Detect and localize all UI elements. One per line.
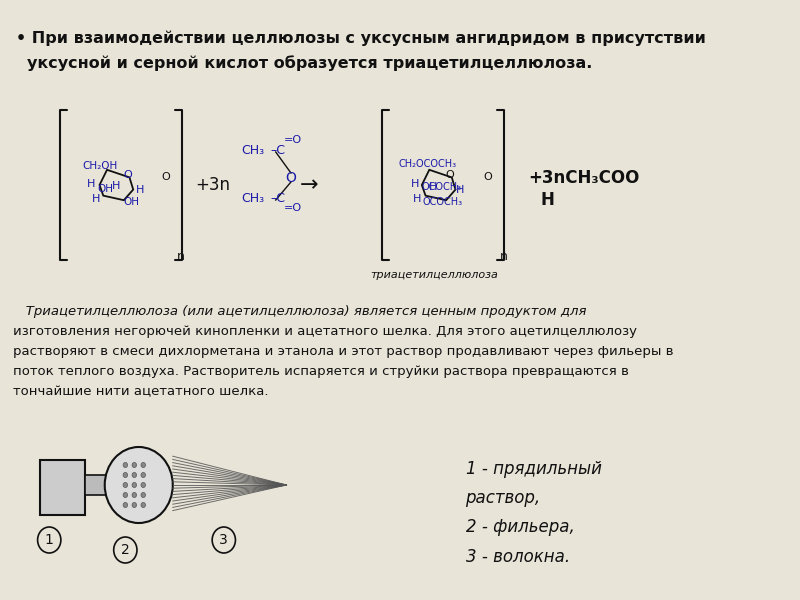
Text: изготовления негорючей кинопленки и ацетатного шелка. Для этого ацетилцеллюлозу: изготовления негорючей кинопленки и ацет… [14,325,638,338]
Text: n: n [178,251,185,263]
Text: =O: =O [284,135,302,145]
Circle shape [38,527,61,553]
Text: H: H [92,194,100,203]
Circle shape [141,473,146,478]
Text: поток теплого воздуха. Растворитель испаряется и струйки раствора превращаются в: поток теплого воздуха. Растворитель испа… [14,365,630,378]
Text: H: H [456,185,464,194]
Text: =O: =O [284,203,302,213]
Circle shape [141,493,146,497]
Circle shape [114,537,137,563]
Text: • При взаимодействии целлюлозы с уксусным ангидридом в присутствии: • При взаимодействии целлюлозы с уксусны… [16,30,706,46]
Circle shape [141,463,146,467]
Text: H: H [136,185,145,194]
Circle shape [123,482,127,487]
Text: CH₃: CH₃ [242,143,265,157]
Circle shape [212,527,235,553]
Text: n: n [499,251,507,263]
Circle shape [132,482,137,487]
Text: O: O [286,171,296,185]
Text: +3n: +3n [195,176,230,194]
Circle shape [123,503,127,508]
Text: растворяют в смеси дихлорметана и этанола и этот раствор продавливают через филь: растворяют в смеси дихлорметана и этанол… [14,345,674,358]
Text: O: O [483,172,492,182]
Text: O: O [162,172,170,182]
Text: →: → [299,175,318,195]
Text: OH: OH [97,184,113,194]
Circle shape [132,463,137,467]
Circle shape [132,503,137,508]
Text: O: O [123,170,132,181]
Circle shape [141,503,146,508]
Text: 1: 1 [45,533,54,547]
Circle shape [123,473,127,478]
Text: +3nCH₃COO: +3nCH₃COO [528,169,639,187]
Text: –C: –C [270,143,286,157]
Text: CH₃: CH₃ [242,191,265,205]
Text: H: H [410,179,419,189]
Text: тончайшие нити ацетатного шелка.: тончайшие нити ацетатного шелка. [14,385,269,398]
Text: OCOCH₃: OCOCH₃ [422,197,462,208]
Text: триацетилцеллюлоза: триацетилцеллюлоза [370,270,498,280]
Text: 1 - прядильный
раствор,
2 - фильера,
3 - волокна.: 1 - прядильный раствор, 2 - фильера, 3 -… [466,460,602,566]
Circle shape [132,493,137,497]
Circle shape [141,482,146,487]
Text: O: O [446,170,454,181]
Text: H: H [541,191,554,209]
Text: H: H [86,179,94,189]
Text: Триацетилцеллюлоза (или ацетилцеллюлоза) является ценным продуктом для: Триацетилцеллюлоза (или ацетилцеллюлоза)… [14,305,587,318]
FancyBboxPatch shape [85,475,112,495]
Text: уксусной и серной кислот образуется триацетилцеллюлоза.: уксусной и серной кислот образуется триа… [27,55,592,71]
FancyBboxPatch shape [40,460,85,515]
Circle shape [105,447,173,523]
Text: OCOCH₃: OCOCH₃ [422,182,462,192]
Text: H: H [429,182,438,192]
Text: 2: 2 [121,543,130,557]
Text: CH₂OCOCH₃: CH₂OCOCH₃ [398,160,457,169]
Text: 3: 3 [219,533,228,547]
Circle shape [123,463,127,467]
Text: H: H [413,194,422,203]
Circle shape [123,493,127,497]
Circle shape [132,473,137,478]
Text: H: H [112,181,121,191]
Text: OH: OH [123,197,139,207]
Text: –C: –C [270,191,286,205]
Text: CH₂OH: CH₂OH [82,161,118,171]
